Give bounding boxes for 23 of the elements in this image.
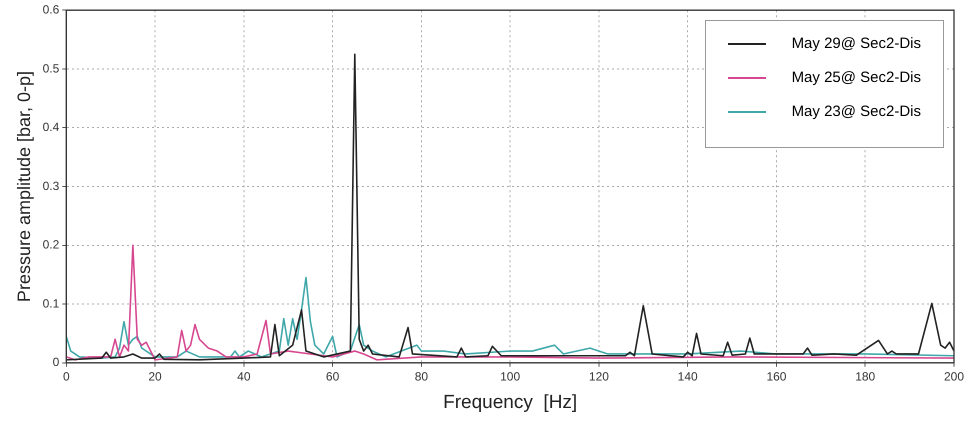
y-tick-label: 0.4 (42, 120, 60, 134)
y-tick-label: 0.3 (42, 178, 60, 193)
x-tick-label: 160 (766, 369, 787, 384)
legend-label: May 25@ Sec2-Dis (792, 69, 921, 86)
x-tick-label: 40 (237, 369, 251, 384)
legend-label: May 29@ Sec2-Dis (792, 35, 921, 52)
x-tick-label: 20 (148, 369, 162, 384)
legend-label: May 23@ Sec2-Dis (792, 103, 921, 120)
x-tick-label: 140 (678, 369, 698, 384)
x-tick-label: 120 (588, 369, 610, 384)
y-tick-label: 0 (52, 355, 60, 370)
y-tick-label: 0.6 (42, 2, 60, 17)
y-tick-label: 0.5 (42, 61, 60, 76)
x-tick-label: 200 (944, 369, 964, 384)
x-tick-label: 100 (500, 369, 520, 384)
x-tick-label: 60 (326, 369, 340, 384)
y-tick-label: 0.1 (42, 296, 60, 310)
x-tick-label: 0 (62, 369, 70, 384)
x-tick-label: 180 (855, 369, 876, 384)
y-axis-title: Pressure amplitude [bar, 0-p] (14, 70, 34, 302)
x-tick-label: 80 (414, 369, 428, 384)
y-tick-label: 0.2 (42, 238, 60, 252)
x-axis-title: Frequency [Hz] (443, 392, 578, 413)
